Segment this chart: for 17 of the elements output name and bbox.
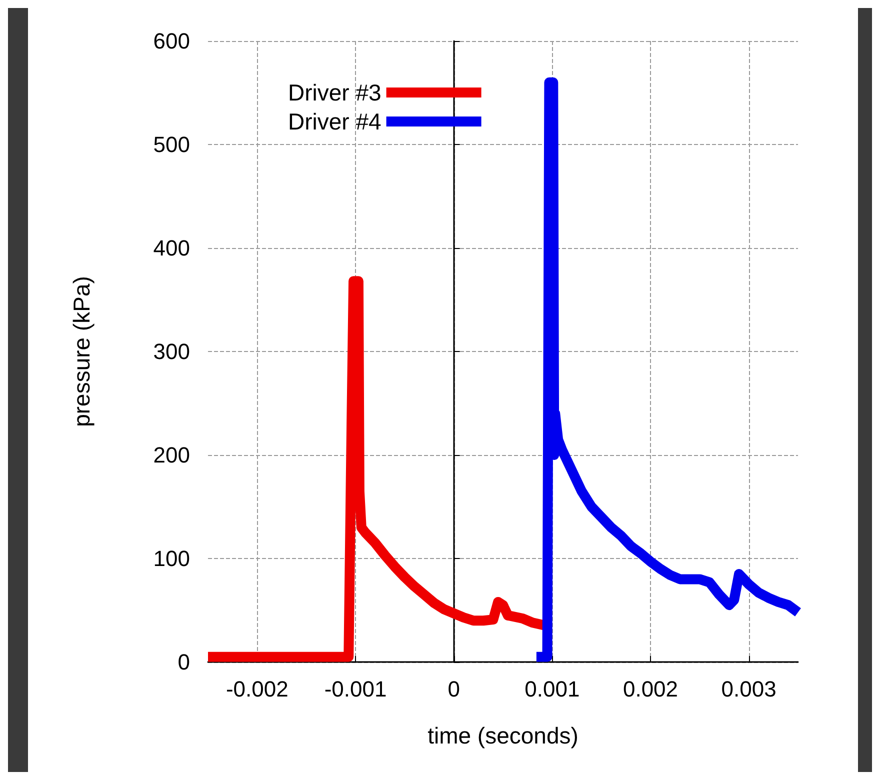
- y-tick-label: 200: [153, 442, 190, 468]
- y-tick-label: 600: [153, 28, 190, 54]
- legend-label: Driver #3: [288, 80, 382, 106]
- y-tick-label: 0: [178, 650, 190, 674]
- y-tick-label: 500: [153, 132, 190, 157]
- x-axis-title: time (seconds): [428, 722, 578, 748]
- legend-label: Driver #4: [288, 108, 382, 134]
- y-tick-label: 100: [153, 546, 190, 571]
- y-axis-title: pressure (kPa): [68, 276, 94, 427]
- y-tick-label: 300: [153, 339, 190, 364]
- x-tick-label: -0.001: [324, 676, 387, 702]
- y-tick-label: 400: [153, 236, 190, 260]
- x-tick-label: 0.001: [524, 676, 580, 702]
- x-tick-label: 0.002: [622, 676, 678, 702]
- x-tick-label: 0: [448, 676, 460, 702]
- x-tick-label: 0.003: [721, 676, 776, 702]
- x-tick-label: -0.002: [226, 676, 288, 702]
